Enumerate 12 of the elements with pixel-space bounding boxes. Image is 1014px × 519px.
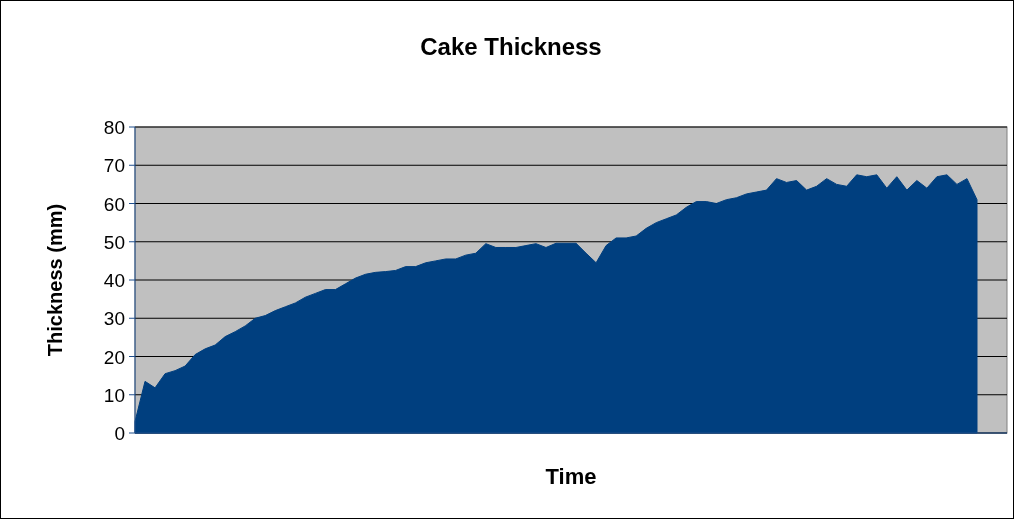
y-tick-label: 60	[103, 193, 125, 215]
y-tick-label: 10	[103, 384, 125, 406]
y-tick-label: 80	[103, 117, 125, 138]
y-tick-label: 50	[103, 231, 125, 253]
chart-title: Cake Thickness	[420, 33, 602, 60]
y-tick-label: 30	[103, 308, 125, 330]
y-tick-label: 20	[103, 346, 125, 368]
y-tick-label: 70	[103, 155, 125, 177]
y-tick-label: 40	[103, 270, 125, 291]
x-axis-title: Time	[545, 464, 597, 489]
y-axis-title: Thickness (mm)	[44, 203, 66, 357]
y-tick-label: 0	[114, 423, 125, 444]
